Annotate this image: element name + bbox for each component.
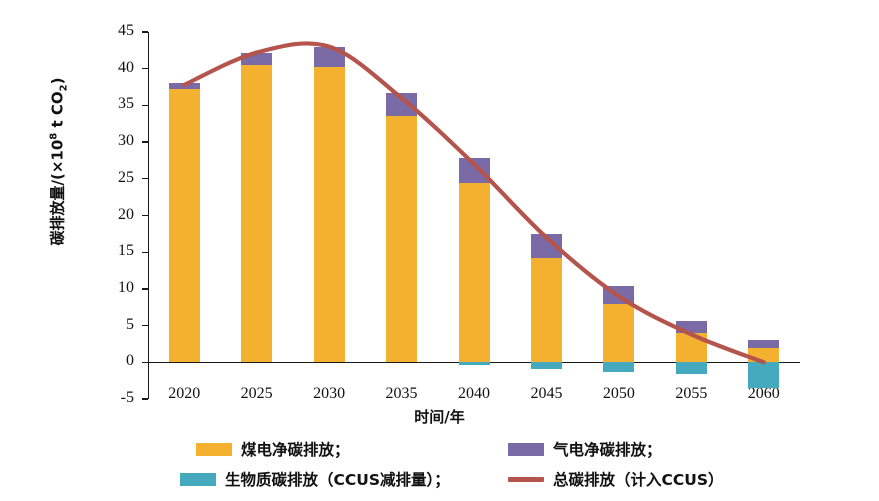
bar-segment-coal[interactable] xyxy=(458,183,490,363)
y-axis-tick-label: -5 xyxy=(120,389,134,406)
y-axis-title-main: 碳排放量/(×10 xyxy=(48,139,67,246)
bar-segment-gas[interactable] xyxy=(603,285,635,305)
y-axis-tick xyxy=(142,361,148,363)
bar-segment-coal[interactable] xyxy=(675,332,707,363)
chart-legend: 煤电净碳排放； 气电净碳排放； 生物质碳排放（CCUS减排量）； 总碳排放（计入… xyxy=(180,438,796,496)
y-axis-tick-label: 0 xyxy=(126,352,134,370)
legend-swatch-gas xyxy=(508,442,544,456)
y-axis-tick xyxy=(142,324,148,327)
bar-segment-coal[interactable] xyxy=(168,89,200,363)
y-axis-tick xyxy=(142,214,148,217)
legend-item-coal[interactable]: 煤电净碳排放； xyxy=(196,438,350,460)
y-axis-spine xyxy=(148,32,150,399)
x-axis-title: 时间/年 xyxy=(414,408,465,426)
y-axis-title-subscript: 2 xyxy=(58,84,70,92)
bar-segment-gas[interactable] xyxy=(748,339,780,348)
legend-item-gas[interactable]: 气电净碳排放； xyxy=(508,438,662,460)
y-axis-tick-label: 20 xyxy=(118,205,134,223)
x-axis-tick-label: 2040 xyxy=(458,385,490,402)
x-axis-tick-label: 2045 xyxy=(530,385,563,402)
bar-segment-gas[interactable] xyxy=(386,92,418,117)
bar-segment-gas[interactable] xyxy=(168,83,200,90)
y-axis-title-exponent: 8 xyxy=(48,132,60,140)
bar-segment-coal[interactable] xyxy=(241,65,273,363)
y-axis-tick xyxy=(142,68,148,70)
y-axis-tick xyxy=(142,104,148,107)
legend-label-coal: 煤电净碳排放； xyxy=(241,441,350,459)
bar-segment-biomass[interactable] xyxy=(603,362,635,372)
bar-segment-coal[interactable] xyxy=(748,347,780,363)
y-axis-title: 碳排放量/(×108 t CO2) xyxy=(47,42,70,282)
bar-segment-coal[interactable] xyxy=(386,116,418,363)
legend-swatch-total-line xyxy=(508,476,544,482)
y-axis-tick xyxy=(142,251,148,253)
bar-segment-coal[interactable] xyxy=(313,67,345,363)
y-axis-tick-label: 35 xyxy=(118,95,134,113)
legend-item-biomass[interactable]: 生物质碳排放（CCUS减排量）； xyxy=(180,468,450,490)
y-axis-tick-label: 30 xyxy=(118,132,134,150)
legend-swatch-biomass xyxy=(180,472,216,486)
y-axis-tick-label: 10 xyxy=(118,278,134,296)
bar-segment-coal[interactable] xyxy=(530,258,562,363)
bar-segment-gas[interactable] xyxy=(241,52,273,66)
y-axis-tick xyxy=(142,178,148,180)
bar-segment-gas[interactable] xyxy=(458,158,490,184)
x-axis-tick-label: 2050 xyxy=(602,385,635,402)
legend-swatch-coal xyxy=(196,442,232,456)
bar-segment-biomass[interactable] xyxy=(675,362,707,375)
y-axis-tick xyxy=(142,288,148,290)
legend-label-total: 总碳排放（计入CCUS） xyxy=(553,471,724,489)
y-axis-tick xyxy=(142,141,148,143)
y-axis-tick xyxy=(142,398,148,400)
y-axis-tick-label: 5 xyxy=(126,315,134,333)
y-axis-tick-label: 45 xyxy=(118,22,134,39)
legend-label-gas: 气电净碳排放； xyxy=(553,441,662,459)
legend-label-biomass: 生物质碳排放（CCUS减排量）； xyxy=(225,471,450,489)
bar-segment-gas[interactable] xyxy=(530,233,562,259)
x-axis-tick-label: 2060 xyxy=(747,385,780,402)
y-axis-tick-label: 40 xyxy=(118,58,134,76)
bar-segment-biomass[interactable] xyxy=(530,362,562,369)
x-axis-tick-label: 2030 xyxy=(313,385,346,402)
bar-segment-biomass[interactable] xyxy=(748,362,780,388)
legend-item-total[interactable]: 总碳排放（计入CCUS） xyxy=(508,468,724,490)
y-axis-title-close: ) xyxy=(48,77,67,85)
x-axis-tick-label: 2035 xyxy=(385,385,418,402)
y-axis-tick-label: 25 xyxy=(118,168,134,186)
y-axis-title-unit: t CO xyxy=(48,91,67,133)
y-axis-tick xyxy=(142,31,148,33)
x-axis-tick-label: 2025 xyxy=(240,385,273,402)
bar-segment-coal[interactable] xyxy=(603,304,635,363)
bar-segment-gas[interactable] xyxy=(313,46,345,68)
x-axis-tick-label: 2020 xyxy=(168,385,201,402)
y-axis-tick-label: 15 xyxy=(118,242,134,260)
bar-segment-gas[interactable] xyxy=(675,321,707,333)
bar-segment-biomass[interactable] xyxy=(458,362,490,366)
x-axis-tick-label: 2055 xyxy=(675,385,708,402)
